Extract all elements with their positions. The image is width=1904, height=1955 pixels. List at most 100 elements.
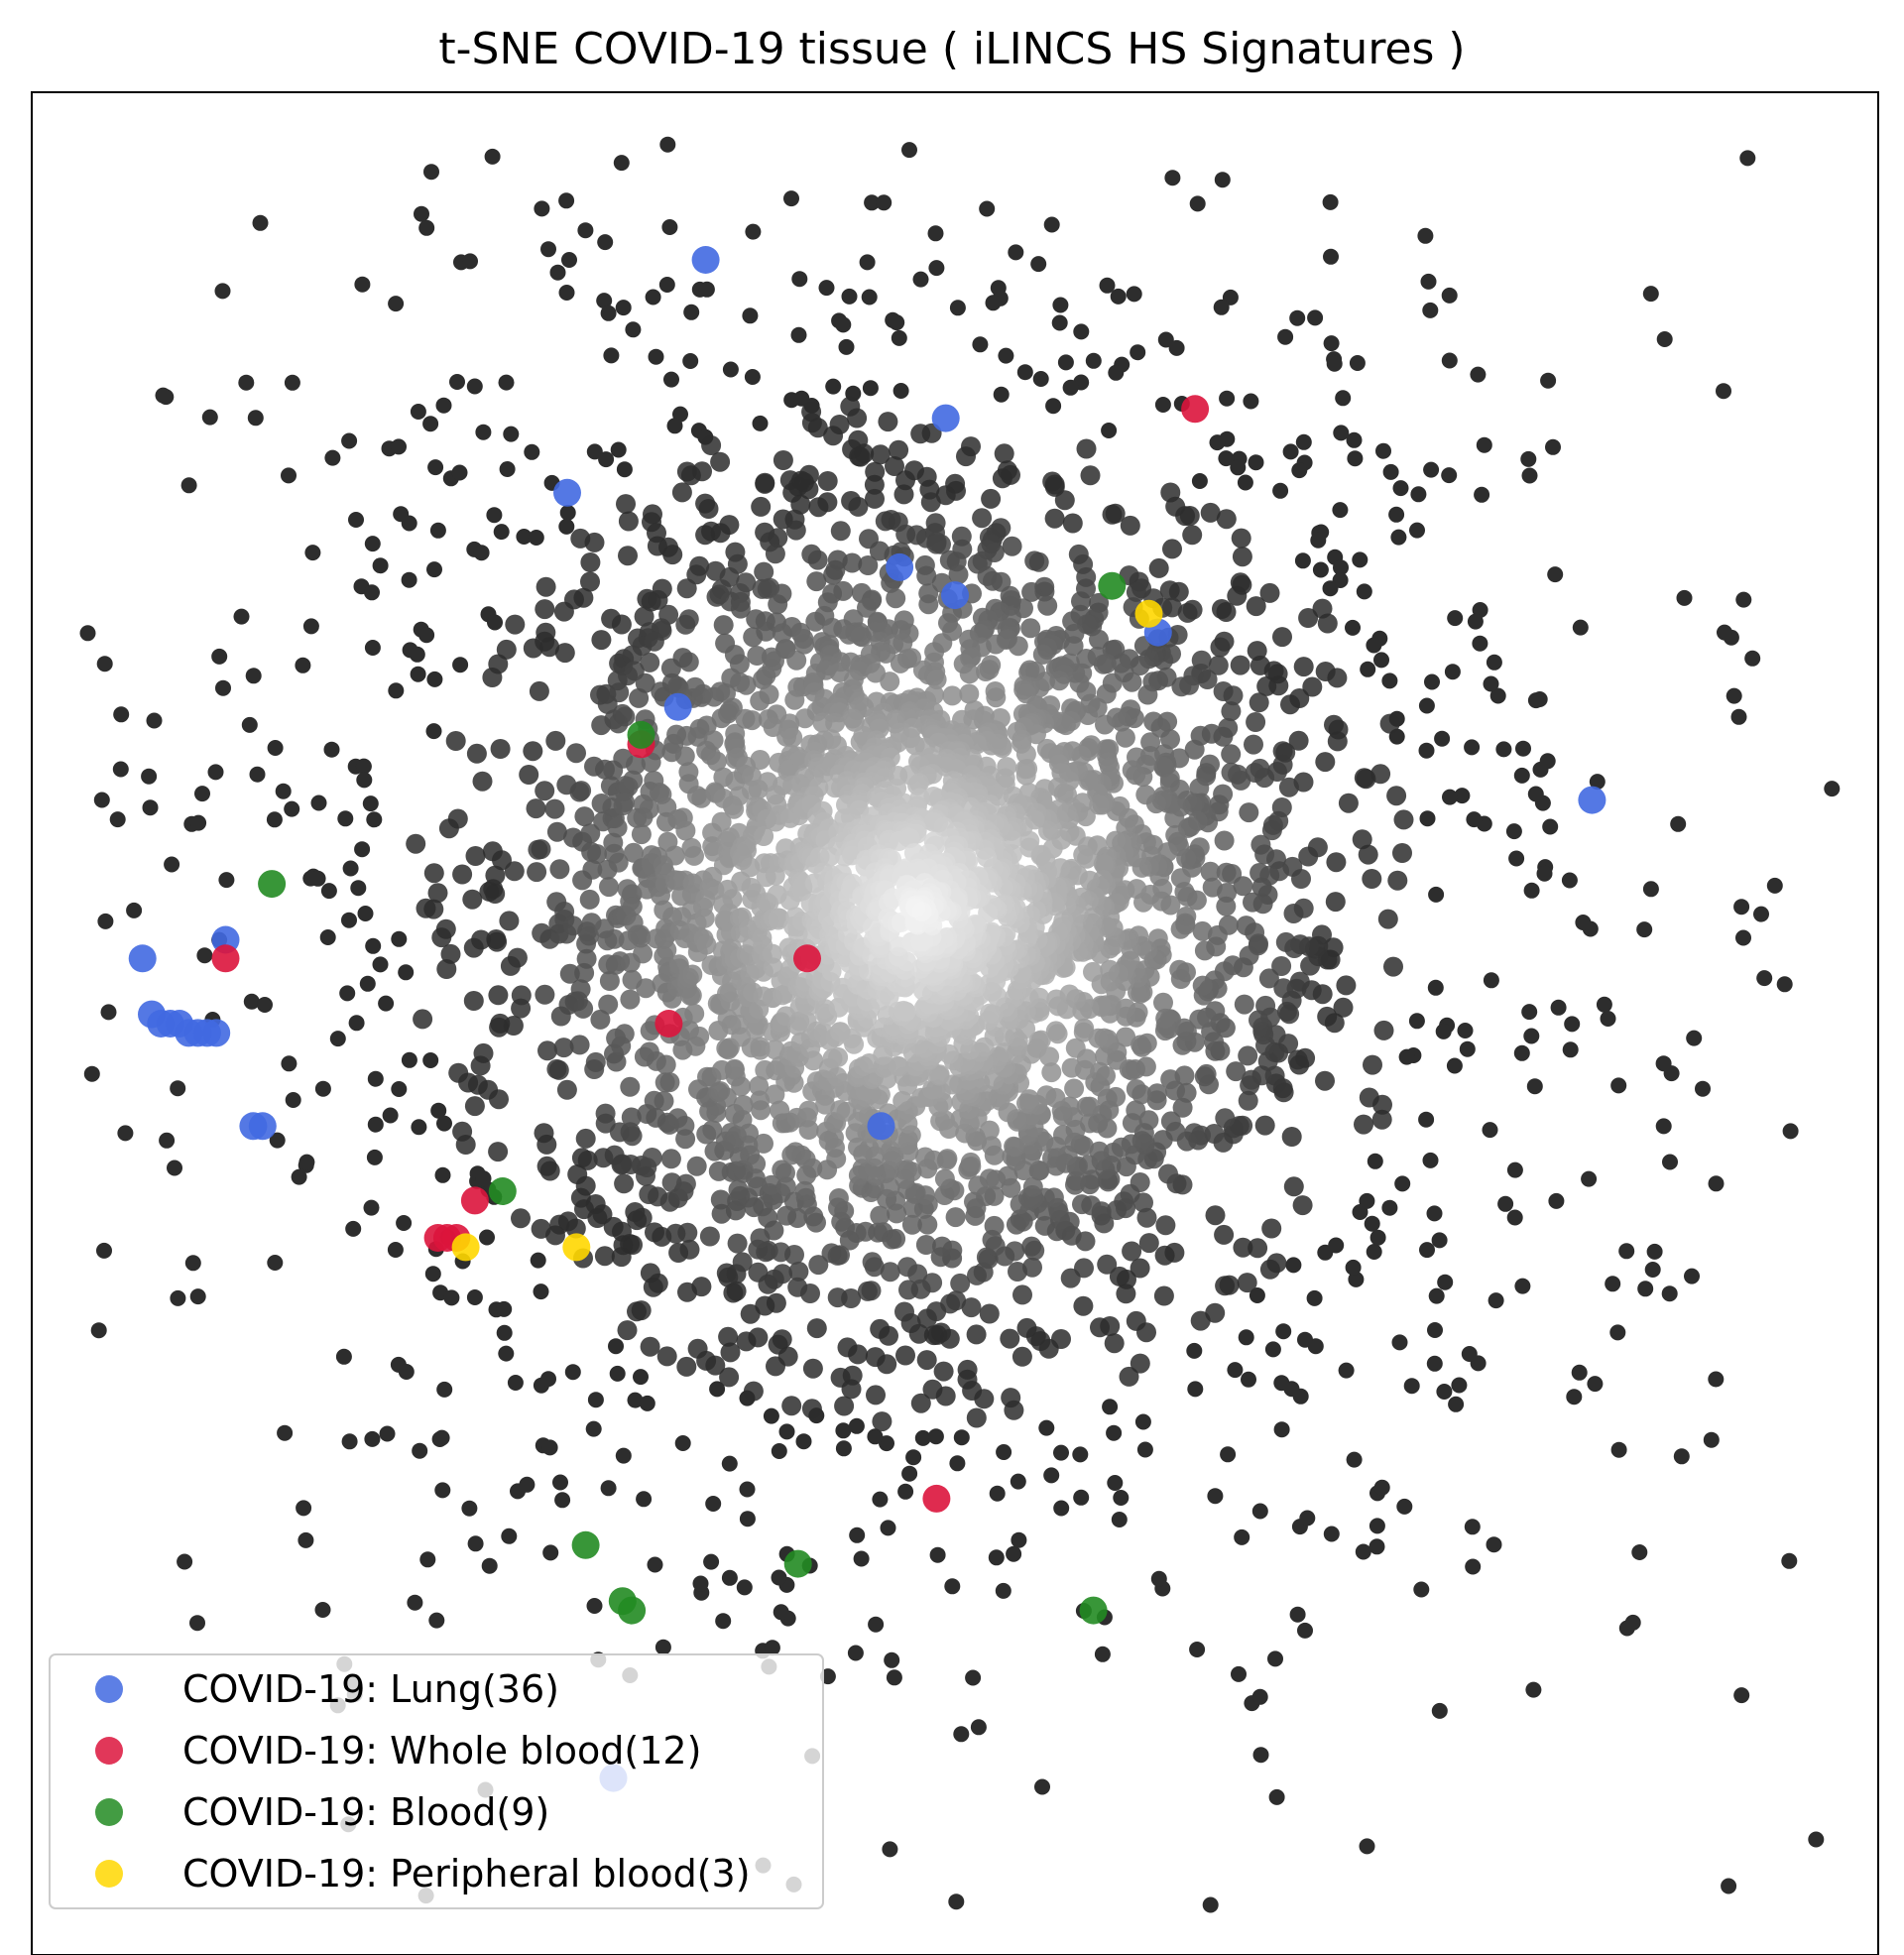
background-point: [739, 1511, 756, 1527]
background-point: [661, 219, 678, 235]
background-point: [1377, 909, 1398, 929]
background-point: [573, 998, 594, 1019]
background-point: [447, 808, 468, 829]
background-point: [794, 708, 815, 729]
background-point: [1189, 1009, 1210, 1030]
background-point: [465, 846, 486, 866]
background-point: [281, 1055, 298, 1072]
background-point: [1381, 672, 1398, 689]
background-point: [916, 565, 937, 586]
background-point: [615, 1447, 632, 1464]
background-point: [622, 897, 643, 917]
background-point: [341, 1433, 358, 1450]
background-point: [475, 424, 492, 440]
background-point: [996, 1444, 1012, 1460]
background-point: [709, 1381, 726, 1398]
background-point: [112, 761, 129, 778]
background-point: [79, 625, 96, 642]
background-point: [608, 852, 629, 873]
background-point: [1210, 637, 1231, 658]
background-point: [1032, 644, 1053, 665]
background-point: [994, 1042, 1014, 1063]
background-point: [164, 856, 180, 873]
background-point: [267, 1255, 284, 1271]
background-point: [519, 765, 539, 785]
background-point: [676, 578, 697, 599]
background-point: [953, 1726, 970, 1743]
background-point: [754, 561, 774, 582]
legend-label-2: COVID-19: Blood(9): [182, 1790, 549, 1834]
background-point: [1008, 1262, 1027, 1282]
series-2-point: [1079, 1596, 1108, 1625]
background-point: [357, 906, 374, 921]
background-point: [730, 598, 751, 619]
background-point: [719, 1367, 740, 1388]
background-point: [623, 1235, 643, 1255]
background-point: [663, 371, 679, 388]
background-point: [1323, 248, 1339, 265]
background-point: [1282, 443, 1299, 460]
background-point: [481, 1557, 498, 1574]
background-point: [752, 927, 773, 948]
background-point: [1012, 1284, 1032, 1305]
background-point: [608, 1338, 624, 1355]
background-point: [1461, 1346, 1478, 1362]
background-point: [486, 507, 503, 524]
background-point: [1106, 1424, 1123, 1441]
background-point: [698, 499, 719, 519]
series-0-point: [867, 1112, 895, 1141]
background-point: [1293, 657, 1314, 677]
background-point: [304, 545, 321, 561]
background-point: [1489, 687, 1506, 704]
background-point: [635, 672, 655, 693]
background-point: [109, 811, 126, 828]
series-0-point: [663, 692, 692, 721]
background-point: [886, 1669, 902, 1686]
background-point: [487, 931, 508, 952]
background-point: [852, 627, 873, 648]
background-point: [1227, 585, 1248, 606]
background-point: [763, 1407, 779, 1424]
background-point: [828, 1188, 849, 1208]
background-point: [611, 614, 632, 635]
background-point: [715, 1613, 732, 1630]
background-point: [1122, 760, 1142, 781]
background-point: [1403, 1378, 1420, 1395]
background-point: [320, 883, 337, 900]
background-point: [1272, 741, 1293, 762]
background-point: [461, 1500, 478, 1517]
background-point: [503, 426, 520, 442]
background-point: [905, 1449, 922, 1466]
background-point: [640, 652, 660, 672]
background-point: [252, 214, 269, 231]
background-point: [876, 194, 892, 211]
background-point: [1428, 1287, 1445, 1304]
background-point: [880, 1262, 900, 1283]
background-point: [584, 532, 605, 552]
background-point: [1733, 1687, 1750, 1704]
background-point: [1359, 1087, 1379, 1108]
background-point: [146, 712, 163, 729]
background-point: [1215, 1276, 1236, 1296]
background-point: [1283, 904, 1304, 923]
background-point: [1273, 1375, 1290, 1392]
background-point: [577, 222, 594, 239]
background-point: [825, 712, 846, 733]
background-point: [1076, 1096, 1097, 1117]
background-point: [979, 1120, 1000, 1141]
background-point: [1356, 583, 1372, 600]
series-1-point: [1181, 395, 1210, 424]
legend-marker-3: [95, 1860, 123, 1888]
background-point: [544, 798, 565, 819]
background-point: [1367, 1153, 1383, 1169]
background-point: [1457, 1023, 1474, 1039]
background-point: [1642, 881, 1659, 898]
background-point: [363, 1199, 380, 1216]
background-point: [427, 459, 444, 476]
background-point: [96, 656, 113, 672]
background-point: [617, 1320, 638, 1341]
background-point: [727, 1233, 748, 1254]
background-point: [648, 348, 664, 365]
background-point: [732, 1252, 753, 1273]
background-point: [1362, 869, 1382, 889]
